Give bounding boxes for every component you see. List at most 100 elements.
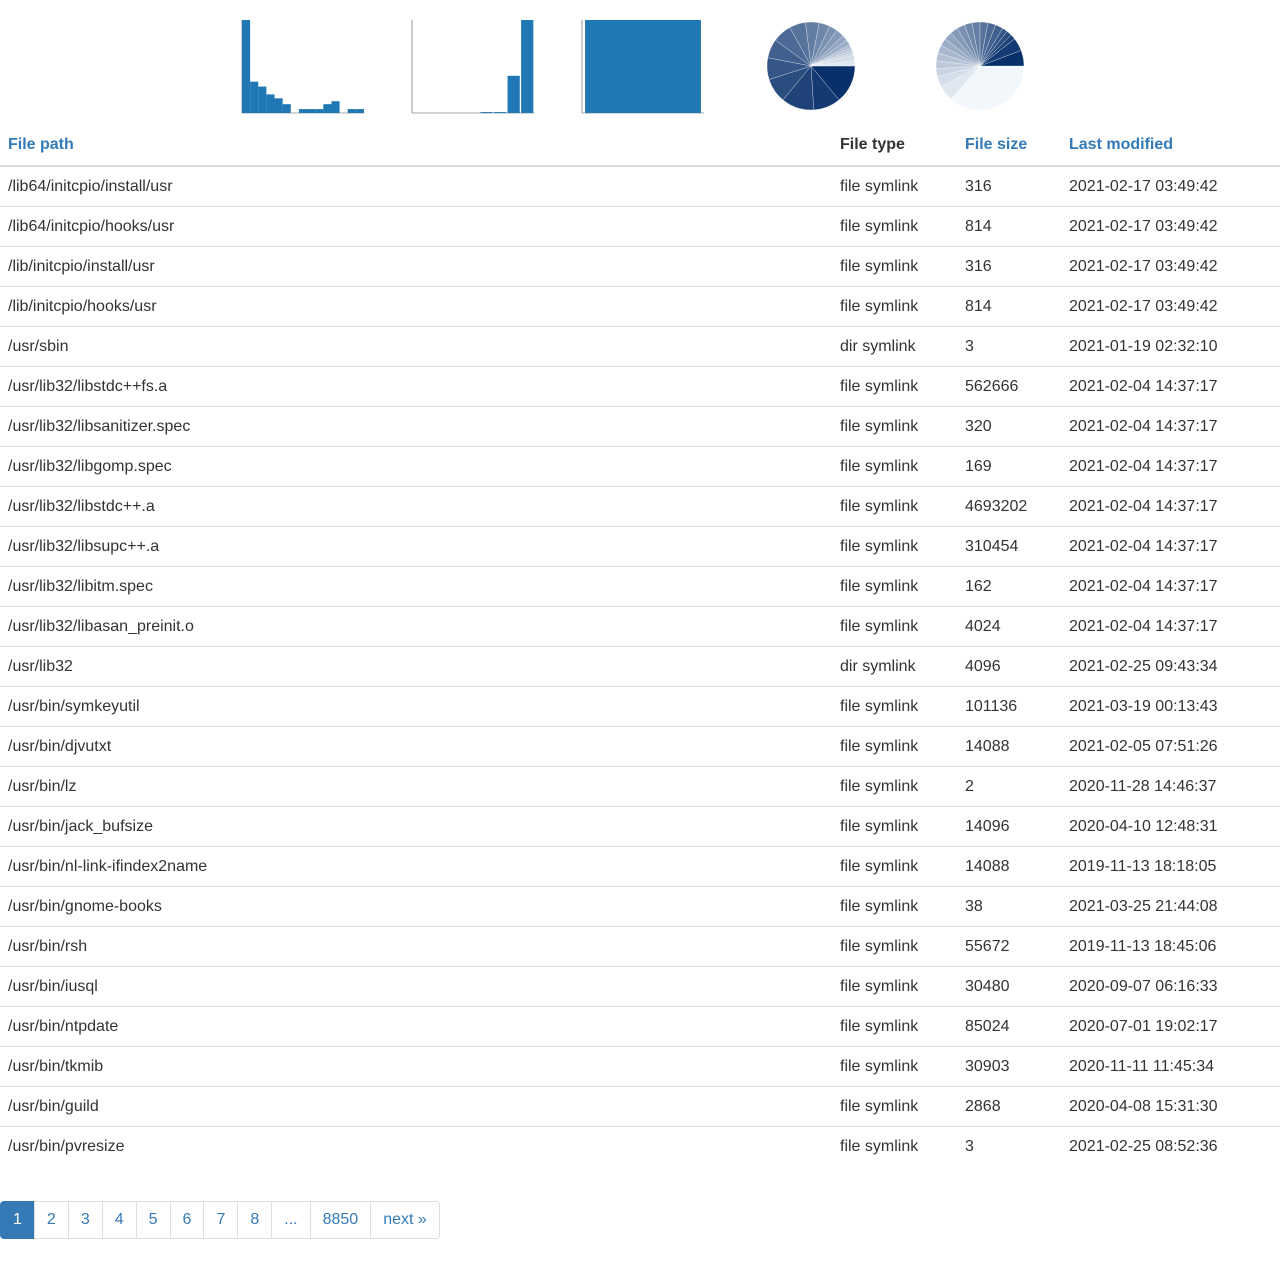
- cell-last-modified: 2021-02-04 14:37:17: [1061, 406, 1280, 447]
- page-link-2[interactable]: 2: [33, 1201, 69, 1239]
- cell-file-path: /usr/sbin: [0, 326, 832, 367]
- cell-last-modified: 2021-03-19 00:13:43: [1061, 686, 1280, 727]
- cell-file-path: /lib/initcpio/install/usr: [0, 246, 832, 287]
- table-row[interactable]: /usr/bin/ntpdate file symlink 85024 2020-07…: [0, 1006, 1280, 1047]
- header-file-size[interactable]: File size: [957, 125, 1061, 167]
- cell-file-size: 562666: [957, 366, 1061, 407]
- page-link-4[interactable]: 4: [101, 1201, 137, 1239]
- cell-file-size: 4096: [957, 646, 1061, 687]
- thumb-chart-1[interactable]: [226, 8, 370, 120]
- cell-file-path: /usr/bin/lz: [0, 766, 832, 807]
- table-row[interactable]: /usr/bin/nl-link-ifindex2name file symlin…: [0, 846, 1280, 887]
- cell-file-path: /usr/bin/tkmib: [0, 1046, 832, 1087]
- cell-last-modified: 2021-02-05 07:51:26: [1061, 726, 1280, 767]
- cell-file-type: file symlink: [832, 446, 957, 487]
- table-row[interactable]: /usr/bin/djvutxt file symlink 14088 2021-02…: [0, 726, 1280, 767]
- cell-file-path: /usr/bin/djvutxt: [0, 726, 832, 767]
- cell-file-type: file symlink: [832, 966, 957, 1007]
- cell-file-size: 38: [957, 886, 1061, 927]
- cell-file-path: /usr/lib32/libgomp.spec: [0, 446, 832, 487]
- cell-last-modified: 2021-02-17 03:49:42: [1061, 286, 1280, 327]
- table-row[interactable]: /usr/bin/symkeyutil file symlink 101136 202…: [0, 686, 1280, 727]
- page-link-6[interactable]: 6: [169, 1201, 205, 1239]
- cell-file-size: 4024: [957, 606, 1061, 647]
- bar: [480, 112, 493, 113]
- page-link-3[interactable]: 3: [67, 1201, 103, 1239]
- cell-file-size: 162: [957, 566, 1061, 607]
- cell-last-modified: 2021-02-04 14:37:17: [1061, 606, 1280, 647]
- cell-file-type: file symlink: [832, 366, 957, 407]
- table-row[interactable]: /lib/initcpio/install/usr file symlink 316…: [0, 246, 1280, 287]
- cell-last-modified: 2021-03-25 21:44:08: [1061, 886, 1280, 927]
- cell-file-path: /usr/bin/nl-link-ifindex2name: [0, 846, 832, 887]
- files-table: File path File type File size Last modif…: [0, 125, 1280, 1166]
- thumb-chart-2[interactable]: [396, 8, 540, 120]
- cell-file-size: 14088: [957, 846, 1061, 887]
- thumb-chart-3[interactable]: [566, 8, 710, 120]
- table-row[interactable]: /usr/bin/pvresize file symlink 3 2021-02-25…: [0, 1126, 1280, 1166]
- cell-last-modified: 2021-02-17 03:49:42: [1061, 246, 1280, 287]
- cell-file-size: 316: [957, 246, 1061, 287]
- cell-file-size: 14088: [957, 726, 1061, 767]
- page-link-1[interactable]: 1: [0, 1201, 35, 1239]
- cell-last-modified: 2020-04-10 12:48:31: [1061, 806, 1280, 847]
- thumb-chart-4[interactable]: [755, 8, 867, 120]
- cell-file-path: /lib/initcpio/hooks/usr: [0, 286, 832, 327]
- table-row[interactable]: /usr/lib32/libasan_preinit.o file symlink…: [0, 606, 1280, 647]
- cell-file-size: 85024: [957, 1006, 1061, 1047]
- cell-file-type: file symlink: [832, 1006, 957, 1047]
- cell-file-path: /usr/lib32/libasan_preinit.o: [0, 606, 832, 647]
- table-row[interactable]: /usr/sbin dir symlink 3 2021-01-19 02:32:10: [0, 326, 1280, 367]
- page-link-7[interactable]: 7: [203, 1201, 239, 1239]
- cell-file-size: 2: [957, 766, 1061, 807]
- table-row[interactable]: /usr/lib32/libgomp.spec file symlink 169 20…: [0, 446, 1280, 487]
- cell-file-type: file symlink: [832, 246, 957, 287]
- table-row[interactable]: /usr/bin/lz file symlink 2 2020-11-28 14:46…: [0, 766, 1280, 807]
- table-row[interactable]: /usr/lib32/libitm.spec file symlink 162 202…: [0, 566, 1280, 607]
- cell-file-type: file symlink: [832, 766, 957, 807]
- page-link-5[interactable]: 5: [135, 1201, 171, 1239]
- pie-slice: [950, 65, 1025, 111]
- table-row[interactable]: /usr/bin/jack_bufsize file symlink 14096 20…: [0, 806, 1280, 847]
- table-header-row: File path File type File size Last modif…: [0, 125, 1280, 167]
- cell-file-type: file symlink: [832, 526, 957, 567]
- cell-last-modified: 2020-11-11 11:45:34: [1061, 1046, 1280, 1087]
- pagination: 1 2 3 4 5 6 7 8... 8850 next »: [0, 1201, 440, 1239]
- header-last-modified[interactable]: Last modified: [1061, 125, 1280, 167]
- table-row[interactable]: /usr/bin/tkmib file symlink 30903 2020-11-1…: [0, 1046, 1280, 1087]
- cell-file-size: 316: [965, 177, 992, 195]
- cell-file-path: /usr/bin/pvresize: [0, 1126, 832, 1166]
- page-link-8[interactable]: 8: [237, 1201, 273, 1239]
- cell-file-path: /usr/bin/gnome-books: [0, 886, 832, 927]
- table-row[interactable]: /usr/bin/rsh file symlink 55672 2019-11-13 …: [0, 926, 1280, 967]
- cell-last-modified: 2021-02-17 03:49:42: [1061, 206, 1280, 247]
- table-row[interactable]: /usr/bin/iusql file symlink 30480 2020-09-0…: [0, 966, 1280, 1007]
- table-row[interactable]: /usr/lib32 dir symlink 4096 2021-02-25 09:4…: [0, 646, 1280, 687]
- bar: [331, 101, 340, 113]
- next-page-link[interactable]: next »: [370, 1201, 440, 1239]
- cell-file-path: /usr/bin/jack_bufsize: [0, 806, 832, 847]
- header-file-path[interactable]: File path: [0, 125, 832, 167]
- cell-file-path: /usr/lib32/libsanitizer.spec: [0, 406, 832, 447]
- cell-file-path: /usr/lib32/libstdc++fs.a: [0, 366, 832, 407]
- thumb-chart-5[interactable]: [924, 8, 1036, 120]
- cell-file-size: 814: [957, 206, 1061, 247]
- table-row[interactable]: /usr/lib32/libsanitizer.spec file symlink…: [0, 406, 1280, 447]
- table-row[interactable]: /usr/bin/gnome-books file symlink 38 2021-0…: [0, 886, 1280, 927]
- table-row[interactable]: /lib64/initcpio/install/usr file symlink 3…: [0, 166, 1280, 207]
- table-row[interactable]: /usr/lib32/libsupc++.a file symlink 310454…: [0, 526, 1280, 567]
- page-link-8850[interactable]: 8850: [309, 1201, 372, 1239]
- bar: [585, 20, 701, 113]
- table-row[interactable]: /lib64/initcpio/hooks/usr file symlink 814…: [0, 206, 1280, 247]
- cell-file-type: file symlink: [832, 1086, 957, 1127]
- bar: [242, 20, 251, 113]
- table-row[interactable]: /usr/bin/guild file symlink 2868 2020-04-08…: [0, 1086, 1280, 1127]
- cell-file-size: 310454: [957, 526, 1061, 567]
- cell-file-size: 101136: [957, 686, 1061, 727]
- table-row[interactable]: /usr/lib32/libstdc++fs.a file symlink 5626…: [0, 366, 1280, 407]
- cell-file-type: file symlink: [832, 566, 957, 607]
- table-row[interactable]: /usr/lib32/libstdc++.a file symlink 469320…: [0, 486, 1280, 527]
- cell-last-modified: 2020-11-28 14:46:37: [1061, 766, 1280, 807]
- cell-file-type: file symlink: [832, 1046, 957, 1087]
- table-row[interactable]: /lib/initcpio/hooks/usr file symlink 814 20…: [0, 286, 1280, 327]
